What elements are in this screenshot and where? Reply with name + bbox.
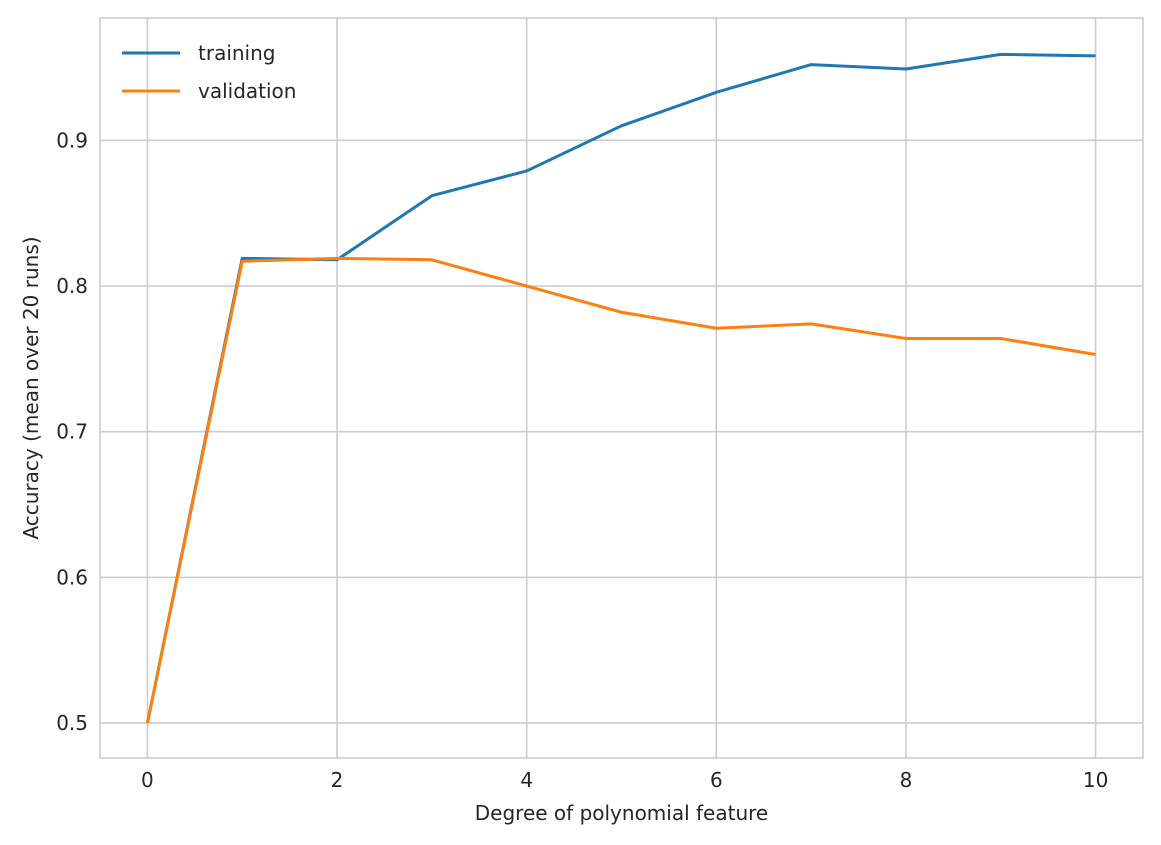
grid-lines (100, 18, 1143, 758)
x-tick-label: 0 (141, 768, 154, 792)
y-tick-label: 0.8 (56, 274, 88, 298)
x-tick-label: 2 (331, 768, 344, 792)
legend-label-validation: validation (198, 79, 296, 103)
legend-label-training: training (198, 41, 275, 65)
y-tick-label: 0.5 (56, 711, 88, 735)
legend-item-training: training (122, 41, 275, 65)
y-axis-label: Accuracy (mean over 20 runs) (19, 236, 43, 539)
y-tick-label: 0.7 (56, 420, 88, 444)
x-tick-label: 4 (520, 768, 533, 792)
data-series (145, 52, 1096, 724)
y-tick-label: 0.9 (56, 128, 88, 152)
x-axis-label: Degree of polynomial feature (475, 801, 768, 825)
legend: training validation (122, 41, 296, 103)
y-tick-label: 0.6 (56, 565, 88, 589)
x-tick-label: 6 (710, 768, 723, 792)
legend-item-validation: validation (122, 79, 296, 103)
tick-labels: 0 2 4 6 8 10 0.5 0.6 0.7 0.8 0.9 (56, 128, 1108, 792)
x-tick-label: 10 (1083, 768, 1108, 792)
series-line-validation (145, 256, 1096, 724)
plot-area-border (99, 17, 1144, 759)
x-tick-label: 8 (900, 768, 913, 792)
